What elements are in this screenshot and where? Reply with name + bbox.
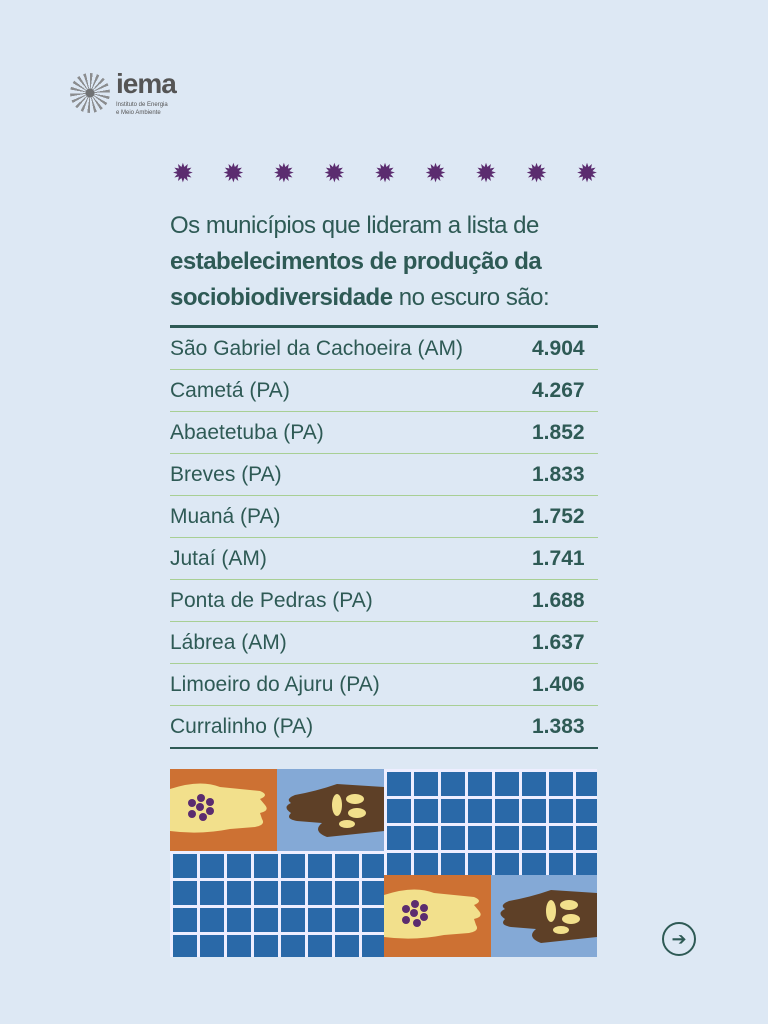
table-row: Limoeiro do Ajuru (PA) 1.406 (170, 664, 598, 706)
municipality-table: São Gabriel da Cachoeira (AM) 4.904 Cametá… (170, 325, 598, 749)
hand-with-purple-seeds-icon (170, 769, 277, 851)
establishment-count: 1.852 (532, 420, 585, 444)
municipality-name: Limoeiro do Ajuru (PA) (170, 672, 380, 696)
table-row: Breves (PA) 1.833 (170, 454, 598, 496)
establishment-count: 4.904 (532, 336, 585, 360)
star-icon: ✹ (475, 158, 497, 188)
woven-grid-pattern (170, 851, 384, 957)
star-icon: ✹ (222, 158, 245, 188)
municipality-name: Cametá (PA) (170, 378, 290, 402)
star-icon: ✹ (525, 158, 548, 188)
arrow-right-circle-icon: ➔ (671, 928, 687, 949)
table-row: Curralinho (PA) 1.383 (170, 706, 598, 749)
star-icon: ✹ (323, 158, 346, 188)
municipality-name: Muaná (PA) (170, 504, 281, 528)
municipality-name: Ponta de Pedras (PA) (170, 588, 373, 612)
headline-bold: estabelecimentos de produção da sociobio… (170, 248, 542, 311)
establishment-count: 1.688 (532, 588, 585, 612)
headline-part2: no escuro são: (392, 284, 550, 311)
content-column: Os municípios que lideram a lista de est… (170, 208, 630, 957)
logo-subtitle-2: e Meio Ambiente (116, 110, 161, 116)
hand-with-yellow-seeds-icon (277, 769, 384, 851)
establishment-count: 4.267 (532, 378, 585, 402)
star-icon: ✹ (273, 158, 295, 188)
hand-with-purple-seeds-icon (384, 875, 491, 957)
table-row: Ponta de Pedras (PA) 1.688 (170, 580, 598, 622)
headline: Os municípios que lideram a lista de est… (170, 208, 630, 316)
municipality-name: Jutaí (AM) (170, 546, 267, 570)
table-row: São Gabriel da Cachoeira (AM) 4.904 (170, 328, 598, 370)
headline-part1: Os municípios que lideram a lista de (170, 212, 539, 239)
table-row: Jutaí (AM) 1.741 (170, 538, 598, 580)
establishment-count: 1.383 (532, 714, 585, 738)
municipality-name: Breves (PA) (170, 462, 282, 486)
logo-name: iema (116, 68, 177, 99)
logo-subtitle-1: Instituto de Energia (116, 102, 168, 108)
illustration-hands (170, 769, 597, 957)
hand-with-yellow-seeds-icon (491, 875, 597, 957)
star-divider: ✹ ✹ ✹ ✹ ✹ ✹ ✹ ✹ ✹ (172, 160, 598, 186)
municipality-name: São Gabriel da Cachoeira (AM) (170, 336, 463, 360)
logo-spiral-icon (70, 72, 110, 113)
municipality-name: Abaetetuba (PA) (170, 420, 324, 444)
establishment-count: 1.637 (532, 630, 585, 654)
iema-logo: iema Instituto de Energia e Meio Ambient… (70, 68, 177, 117)
municipality-name: Lábrea (AM) (170, 630, 287, 654)
establishment-count: 1.752 (532, 504, 585, 528)
establishment-count: 1.406 (532, 672, 585, 696)
star-icon: ✹ (172, 158, 194, 188)
table-row: Muaná (PA) 1.752 (170, 496, 598, 538)
next-button[interactable]: ➔ (662, 922, 696, 956)
table-row: Cametá (PA) 4.267 (170, 370, 598, 412)
municipality-name: Curralinho (PA) (170, 714, 314, 738)
establishment-count: 1.833 (532, 462, 585, 486)
table-row: Abaetetuba (PA) 1.852 (170, 412, 598, 454)
star-icon: ✹ (374, 158, 396, 188)
establishment-count: 1.741 (532, 546, 585, 570)
woven-grid-pattern (384, 769, 597, 875)
table-row: Lábrea (AM) 1.637 (170, 622, 598, 664)
star-icon: ✹ (424, 158, 447, 188)
star-icon: ✹ (576, 158, 598, 188)
